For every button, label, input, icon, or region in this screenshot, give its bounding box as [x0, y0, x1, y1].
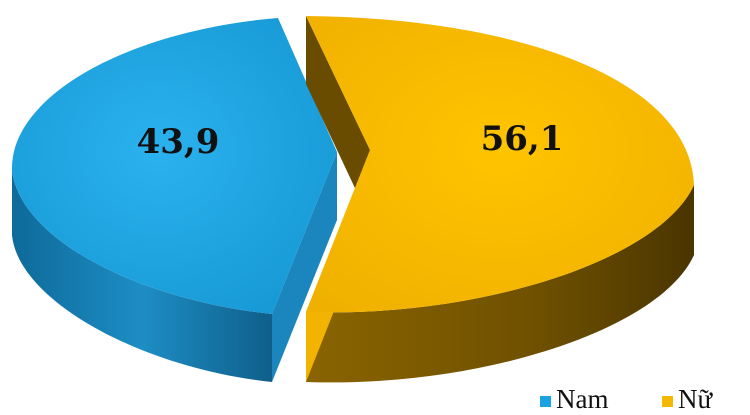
legend-label-nu: Nữ	[678, 384, 713, 414]
legend-label-nam: Nam	[556, 384, 608, 414]
slice-nu-top	[306, 16, 694, 313]
slice-nam-top	[11, 18, 337, 314]
slice-nu-value: 56,1	[481, 119, 564, 159]
slice-nam-inner-side	[272, 152, 337, 382]
legend: Nam Nữ	[540, 384, 713, 414]
legend-swatch-nu	[662, 396, 673, 407]
slice-nu-inner-side	[306, 16, 370, 220]
slice-nu: 56,1	[306, 16, 694, 383]
slice-nam-side	[12, 170, 272, 382]
slice-nam-value: 43,9	[137, 122, 220, 162]
slice-nu-side	[306, 185, 694, 383]
legend-swatch-nam	[540, 396, 551, 407]
slice-nam: 43,9	[11, 18, 337, 382]
